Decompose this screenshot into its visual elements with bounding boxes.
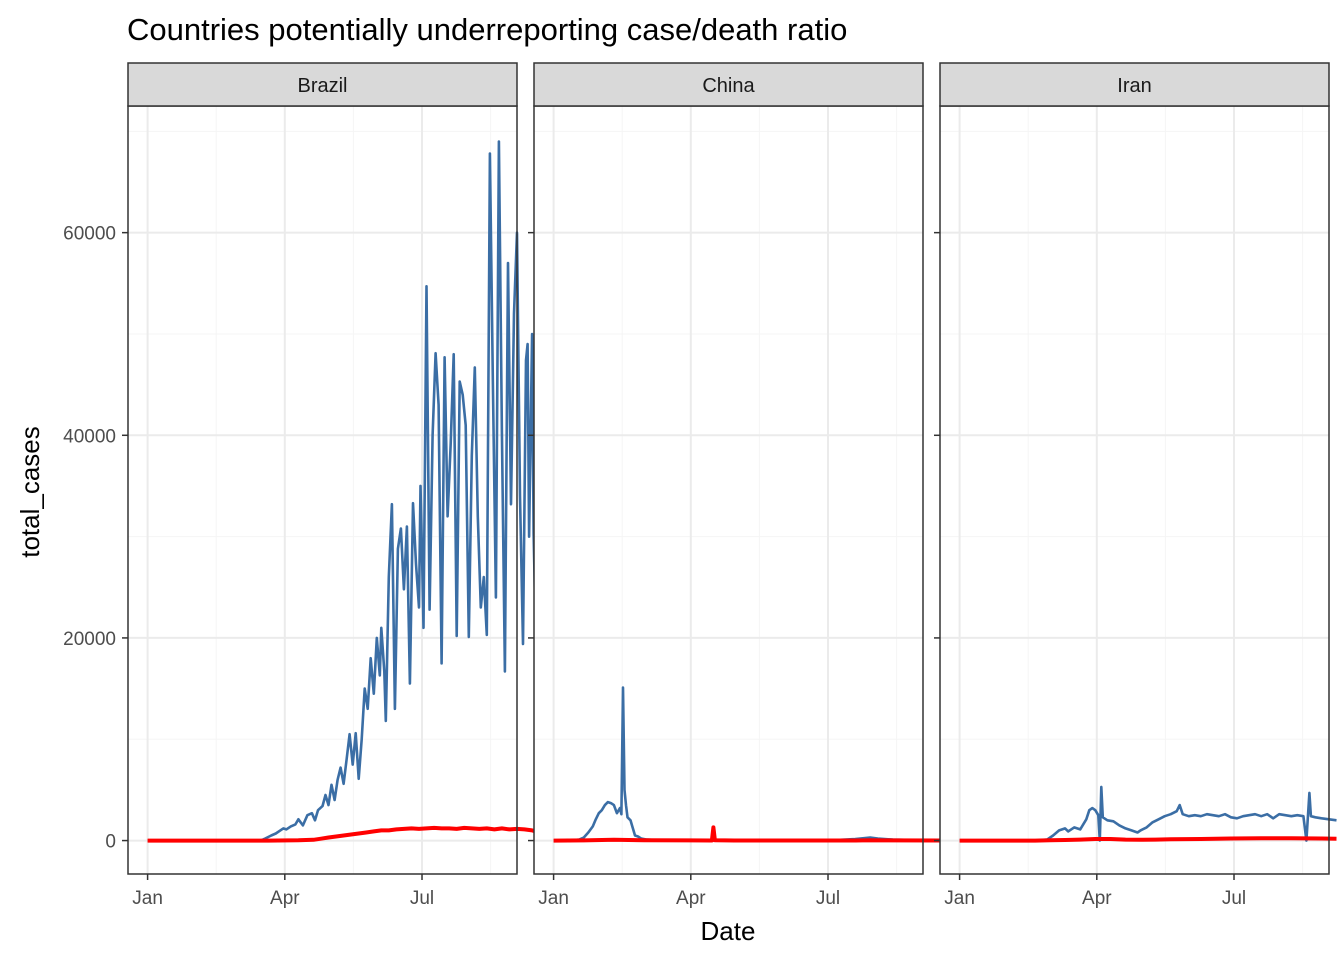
x-axis-title: Date: [701, 916, 756, 946]
x-tick-label: Jan: [538, 888, 569, 909]
panel-background: [128, 106, 517, 874]
x-tick-label: Jan: [944, 888, 975, 909]
facet-strip-label: Iran: [1117, 75, 1151, 97]
series-line-deaths: [959, 836, 1337, 843]
chart-title: Countries potentially underreporting cas…: [127, 12, 847, 47]
x-tick-label: Apr: [270, 888, 300, 909]
facet-panel-brazil: Brazil Jan Apr Jul: [122, 62, 537, 909]
series-line-deaths: [147, 825, 536, 843]
facet-panels: Brazil Jan Apr Jul China Jan Apr Jul Iran Jan Apr J…: [122, 62, 1337, 909]
y-tick-label: 0: [105, 832, 116, 853]
series-line-cases: [959, 785, 1337, 842]
y-tick-label: 40000: [63, 426, 116, 447]
facet-strip-label: Brazil: [297, 75, 347, 97]
x-tick-label: Jul: [1222, 888, 1246, 909]
x-tick-label: Apr: [676, 888, 706, 909]
series-line-deaths: [553, 825, 942, 843]
x-tick-label: Jul: [816, 888, 840, 909]
panel-background: [534, 106, 923, 874]
y-tick-label: 20000: [63, 629, 116, 650]
facet-panel-china: China Jan Apr Jul: [528, 62, 942, 909]
y-tick-labels: 0 20000 40000 60000: [63, 224, 116, 853]
y-tick-label: 60000: [63, 224, 116, 245]
series-line-cases: [147, 140, 537, 842]
y-axis-title: total_cases: [15, 426, 45, 558]
facet-strip: [939, 62, 1330, 107]
facet-strip: [533, 62, 924, 107]
x-tick-label: Jul: [410, 888, 434, 909]
facet-panel-iran: Iran Jan Apr Jul: [934, 62, 1337, 909]
facet-strip-label: China: [702, 75, 755, 97]
x-tick-label: Apr: [1082, 888, 1112, 909]
facet-strip: [127, 62, 518, 107]
x-tick-label: Jan: [132, 888, 163, 909]
panel-background: [940, 106, 1329, 874]
